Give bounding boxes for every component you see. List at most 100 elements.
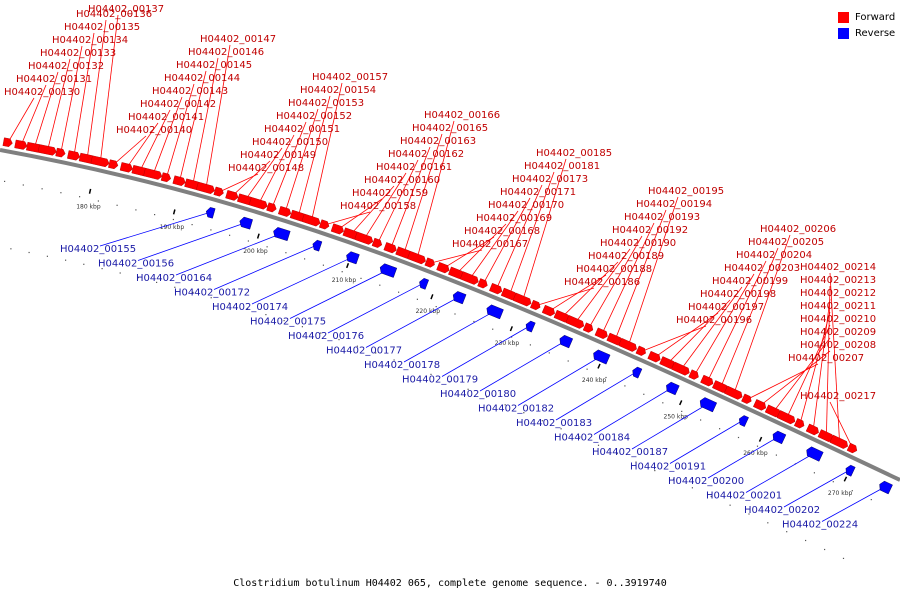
forward-gene-arrow[interactable] xyxy=(108,159,119,170)
forward-gene-arrow[interactable] xyxy=(741,393,753,405)
forward-gene[interactable] xyxy=(213,186,225,197)
forward-gene-arrow[interactable] xyxy=(407,250,427,265)
reverse-gene-label[interactable]: H04402_00175 xyxy=(250,317,326,328)
forward-gene-label[interactable]: H04402_00148 xyxy=(228,163,304,174)
reverse-gene[interactable] xyxy=(311,239,323,252)
forward-gene[interactable] xyxy=(541,304,556,317)
reverse-gene-arrow[interactable] xyxy=(664,381,680,396)
forward-gene[interactable] xyxy=(301,213,322,227)
forward-gene-label[interactable]: H04402_00189 xyxy=(588,251,664,262)
forward-gene[interactable] xyxy=(407,250,427,265)
forward-gene-arrow[interactable] xyxy=(723,385,744,401)
forward-gene-label[interactable]: H04402_00205 xyxy=(748,237,824,248)
forward-gene-arrow[interactable] xyxy=(160,172,172,183)
reverse-gene[interactable] xyxy=(737,414,749,427)
forward-gene[interactable] xyxy=(424,257,436,269)
forward-gene-label[interactable]: H04402_00173 xyxy=(512,174,588,185)
forward-gene-arrow[interactable] xyxy=(829,434,850,450)
forward-gene-label[interactable]: H04402_00140 xyxy=(116,125,192,136)
reverse-gene-arrow[interactable] xyxy=(844,464,856,477)
forward-gene[interactable] xyxy=(647,350,662,363)
forward-gene[interactable] xyxy=(278,206,292,217)
forward-gene-label[interactable]: H04402_00154 xyxy=(300,85,376,96)
forward-gene-label[interactable]: H04402_00153 xyxy=(288,98,364,109)
reverse-gene-arrow[interactable] xyxy=(485,304,504,320)
forward-gene-arrow[interactable] xyxy=(225,190,240,201)
forward-gene[interactable] xyxy=(753,399,767,411)
reverse-gene-arrow[interactable] xyxy=(311,239,323,252)
reverse-gene[interactable] xyxy=(631,366,643,379)
forward-gene[interactable] xyxy=(477,278,489,290)
forward-gene[interactable] xyxy=(319,219,330,230)
forward-gene-label[interactable]: H04402_00150 xyxy=(252,137,328,148)
forward-gene-label[interactable]: H04402_00146 xyxy=(188,47,264,58)
forward-gene[interactable] xyxy=(512,292,533,307)
reverse-gene[interactable] xyxy=(877,480,893,495)
forward-gene-label[interactable]: H04402_00165 xyxy=(412,123,488,134)
forward-gene[interactable] xyxy=(196,181,215,195)
forward-gene-label[interactable]: H04402_00196 xyxy=(676,315,752,326)
forward-gene-label[interactable]: H04402_00217 xyxy=(800,391,876,402)
forward-gene-label[interactable]: H04402_00132 xyxy=(28,61,104,72)
reverse-gene-arrow[interactable] xyxy=(205,207,216,219)
forward-gene-arrow[interactable] xyxy=(618,337,639,353)
reverse-gene-label[interactable]: H04402_00184 xyxy=(554,433,630,444)
forward-gene-label[interactable]: H04402_00211 xyxy=(800,301,876,312)
forward-gene-label[interactable]: H04402_00198 xyxy=(700,289,776,300)
forward-gene[interactable] xyxy=(90,155,110,168)
forward-gene-label[interactable]: H04402_00197 xyxy=(688,302,764,313)
reverse-gene-arrow[interactable] xyxy=(805,445,824,462)
forward-gene-arrow[interactable] xyxy=(196,181,215,195)
forward-gene[interactable] xyxy=(594,327,609,340)
forward-gene-arrow[interactable] xyxy=(671,361,691,377)
reverse-gene-arrow[interactable] xyxy=(345,251,360,265)
forward-gene-arrow[interactable] xyxy=(266,202,278,213)
reverse-gene[interactable] xyxy=(844,464,856,477)
forward-gene-label[interactable]: H04402_00214 xyxy=(800,262,876,273)
forward-gene-label[interactable]: H04402_00160 xyxy=(364,175,440,186)
forward-gene-arrow[interactable] xyxy=(512,292,533,307)
reverse-gene[interactable] xyxy=(524,320,536,333)
forward-gene[interactable] xyxy=(248,196,269,210)
forward-gene-label[interactable]: H04402_00137 xyxy=(88,4,164,15)
forward-gene[interactable] xyxy=(436,262,451,274)
forward-gene[interactable] xyxy=(108,159,119,170)
forward-gene[interactable] xyxy=(383,242,398,254)
forward-gene-arrow[interactable] xyxy=(793,418,806,429)
reverse-gene[interactable] xyxy=(378,263,398,278)
forward-gene-label[interactable]: H04402_00193 xyxy=(624,212,700,223)
reverse-gene-label[interactable]: H04402_00224 xyxy=(782,520,858,531)
forward-gene[interactable] xyxy=(354,231,375,246)
forward-gene[interactable] xyxy=(266,202,278,213)
forward-gene-label[interactable]: H04402_00169 xyxy=(476,213,552,224)
forward-gene-label[interactable]: H04402_00207 xyxy=(788,353,864,364)
forward-gene-label[interactable]: H04402_00149 xyxy=(240,150,316,161)
forward-gene-arrow[interactable] xyxy=(143,167,163,180)
forward-gene-arrow[interactable] xyxy=(635,345,647,357)
forward-gene-label[interactable]: H04402_00157 xyxy=(312,72,388,83)
forward-gene[interactable] xyxy=(55,147,66,158)
reverse-gene-label[interactable]: H04402_00176 xyxy=(288,331,364,342)
forward-gene[interactable] xyxy=(489,282,503,295)
forward-gene-label[interactable]: H04402_00171 xyxy=(500,187,576,198)
reverse-gene[interactable] xyxy=(698,396,718,413)
forward-gene-arrow[interactable] xyxy=(459,271,480,286)
forward-gene-arrow[interactable] xyxy=(594,327,609,340)
forward-gene-label[interactable]: H04402_00199 xyxy=(712,276,788,287)
forward-gene-label[interactable]: H04402_00136 xyxy=(76,9,152,20)
forward-gene-label[interactable]: H04402_00195 xyxy=(648,186,724,197)
forward-gene-arrow[interactable] xyxy=(541,304,556,317)
reverse-gene-label[interactable]: H04402_00191 xyxy=(630,462,706,473)
forward-gene-arrow[interactable] xyxy=(278,206,292,217)
forward-gene-arrow[interactable] xyxy=(530,299,541,311)
forward-gene-arrow[interactable] xyxy=(2,137,13,148)
reverse-gene-arrow[interactable] xyxy=(558,334,574,349)
forward-gene-arrow[interactable] xyxy=(383,242,398,254)
reverse-gene[interactable] xyxy=(272,226,291,242)
forward-gene[interactable] xyxy=(160,172,172,183)
reverse-gene[interactable] xyxy=(805,445,824,462)
forward-gene[interactable] xyxy=(530,299,541,311)
forward-gene[interactable] xyxy=(700,374,714,387)
forward-gene-arrow[interactable] xyxy=(776,410,797,425)
reverse-gene-arrow[interactable] xyxy=(737,414,749,427)
